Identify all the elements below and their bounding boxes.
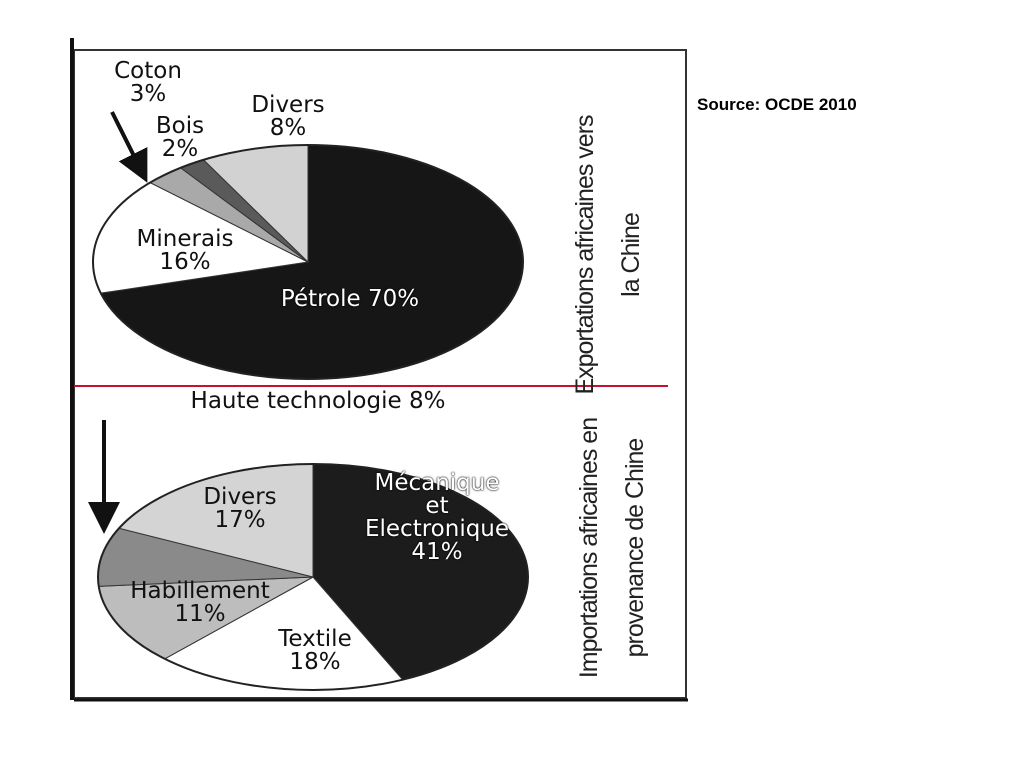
- category-label: Minerais: [136, 226, 234, 252]
- value-label: 70%: [367, 286, 420, 312]
- slice-label: Habillement 11%: [130, 580, 269, 626]
- category-label: Divers: [251, 92, 325, 118]
- slice-label: Minerais 16%: [137, 228, 234, 274]
- slice-label: Pétrole 70%: [190, 288, 510, 311]
- category-label: Mécanique et Electronique: [364, 470, 510, 542]
- arrow: [110, 111, 148, 183]
- value-label: 11%: [174, 601, 226, 627]
- slice-label: Mécanique et Electronique 41%: [365, 472, 509, 564]
- slice-label: Textile 18%: [278, 628, 351, 674]
- category-label: Divers: [203, 484, 277, 510]
- value-label: 3%: [129, 81, 167, 107]
- category-label: Coton: [114, 58, 182, 84]
- slice-label: Divers 8%: [251, 94, 324, 140]
- value-label: 17%: [214, 507, 266, 533]
- chart-title: Exportations africaines vers la Chine: [571, 115, 645, 395]
- category-label: Habillement: [130, 578, 270, 604]
- pie-outline: [97, 463, 529, 691]
- value-label: 8%: [269, 115, 307, 141]
- slice-label: Bois 2%: [156, 115, 204, 161]
- value-label: 18%: [289, 649, 341, 675]
- chart-title: Importations africaines en provenance de…: [575, 417, 649, 679]
- slice-label: Divers 17%: [203, 486, 276, 532]
- value-label: 2%: [161, 136, 199, 162]
- slice-label: Coton 3%: [114, 60, 182, 106]
- category-label: Haute technologie: [190, 388, 402, 414]
- category-label: Textile: [278, 626, 352, 652]
- value-label: 16%: [159, 249, 211, 275]
- value-label: 8%: [408, 388, 446, 414]
- pie-outline: [92, 144, 524, 380]
- category-label: Pétrole: [280, 286, 361, 312]
- category-label: Bois: [155, 113, 205, 139]
- value-label: 41%: [411, 539, 463, 565]
- source-note: Source: OCDE 2010: [697, 95, 857, 114]
- slice-label: Haute technologie 8%: [18, 390, 618, 413]
